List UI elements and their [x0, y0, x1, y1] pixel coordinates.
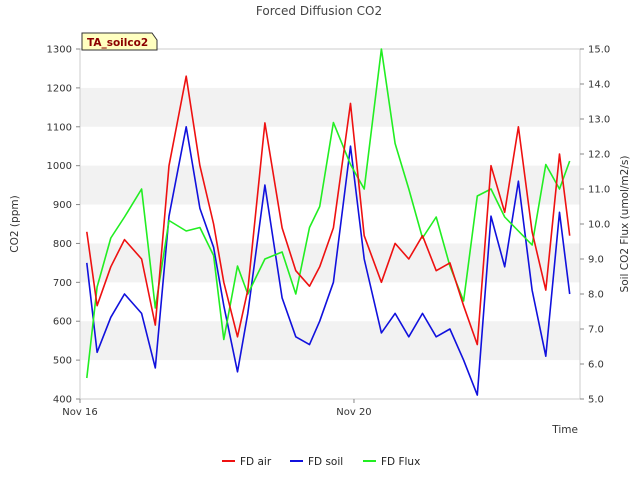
series-line-fd-soil	[86, 126, 571, 396]
legend-label: FD soil	[308, 456, 343, 468]
y2-tick-label: 10.0	[588, 220, 610, 231]
y-tick-label: 700	[53, 278, 72, 289]
tag-box	[81, 32, 158, 51]
series-layer	[86, 48, 571, 396]
y-tick-label: 600	[53, 317, 72, 328]
y2-tick-label: 11.0	[588, 185, 610, 196]
y-tick-label: 1100	[47, 122, 72, 133]
series-line-fd-flux	[86, 48, 571, 379]
y2-tick-label: 13.0	[588, 115, 610, 126]
y-tick-label: 800	[53, 239, 72, 250]
y-tick-label: 500	[53, 356, 72, 367]
x-tick-label: Nov 16	[62, 407, 97, 418]
y-tick-label: 1000	[47, 161, 72, 172]
legend-label: FD Flux	[381, 456, 420, 468]
series-line-fd-air	[86, 75, 571, 346]
y2-axis-title: Soil CO2 Flux (umol/m2/s)	[619, 156, 631, 293]
legend-label: FD air	[240, 456, 272, 468]
y-tick-label: 1200	[47, 83, 72, 94]
tag-text: TA_soilco2	[87, 37, 148, 49]
grid-band	[80, 165, 580, 205]
y2-tick-label: 14.0	[588, 80, 610, 91]
y-tick-label: 900	[53, 200, 72, 211]
grid-band	[80, 87, 580, 127]
y2-tick-label: 7.0	[588, 325, 604, 336]
y2-tick-label: 5.0	[588, 395, 604, 406]
y-axis-title: CO2 (ppm)	[9, 195, 21, 252]
y2-tick-label: 8.0	[588, 290, 604, 301]
y-tick-label: 400	[53, 395, 72, 406]
x-axis-title: Time	[551, 424, 578, 436]
y2-tick-label: 9.0	[588, 255, 604, 266]
x-tick-label: Nov 20	[336, 407, 371, 418]
grid-band	[80, 321, 580, 361]
y2-tick-label: 15.0	[588, 45, 610, 56]
axes: 400 500 600 700 800 900 1000 1100 1200 1300 5.0 6.0…	[47, 45, 611, 419]
y2-tick-label: 6.0	[588, 360, 604, 371]
legend: FD air FD soil FD Flux	[222, 456, 420, 468]
tag-label: TA_soilco2	[81, 32, 158, 51]
y2-tick-label: 12.0	[588, 150, 610, 161]
y-tick-label: 1300	[47, 45, 72, 56]
chart-title: Forced Diffusion CO2	[256, 4, 382, 18]
